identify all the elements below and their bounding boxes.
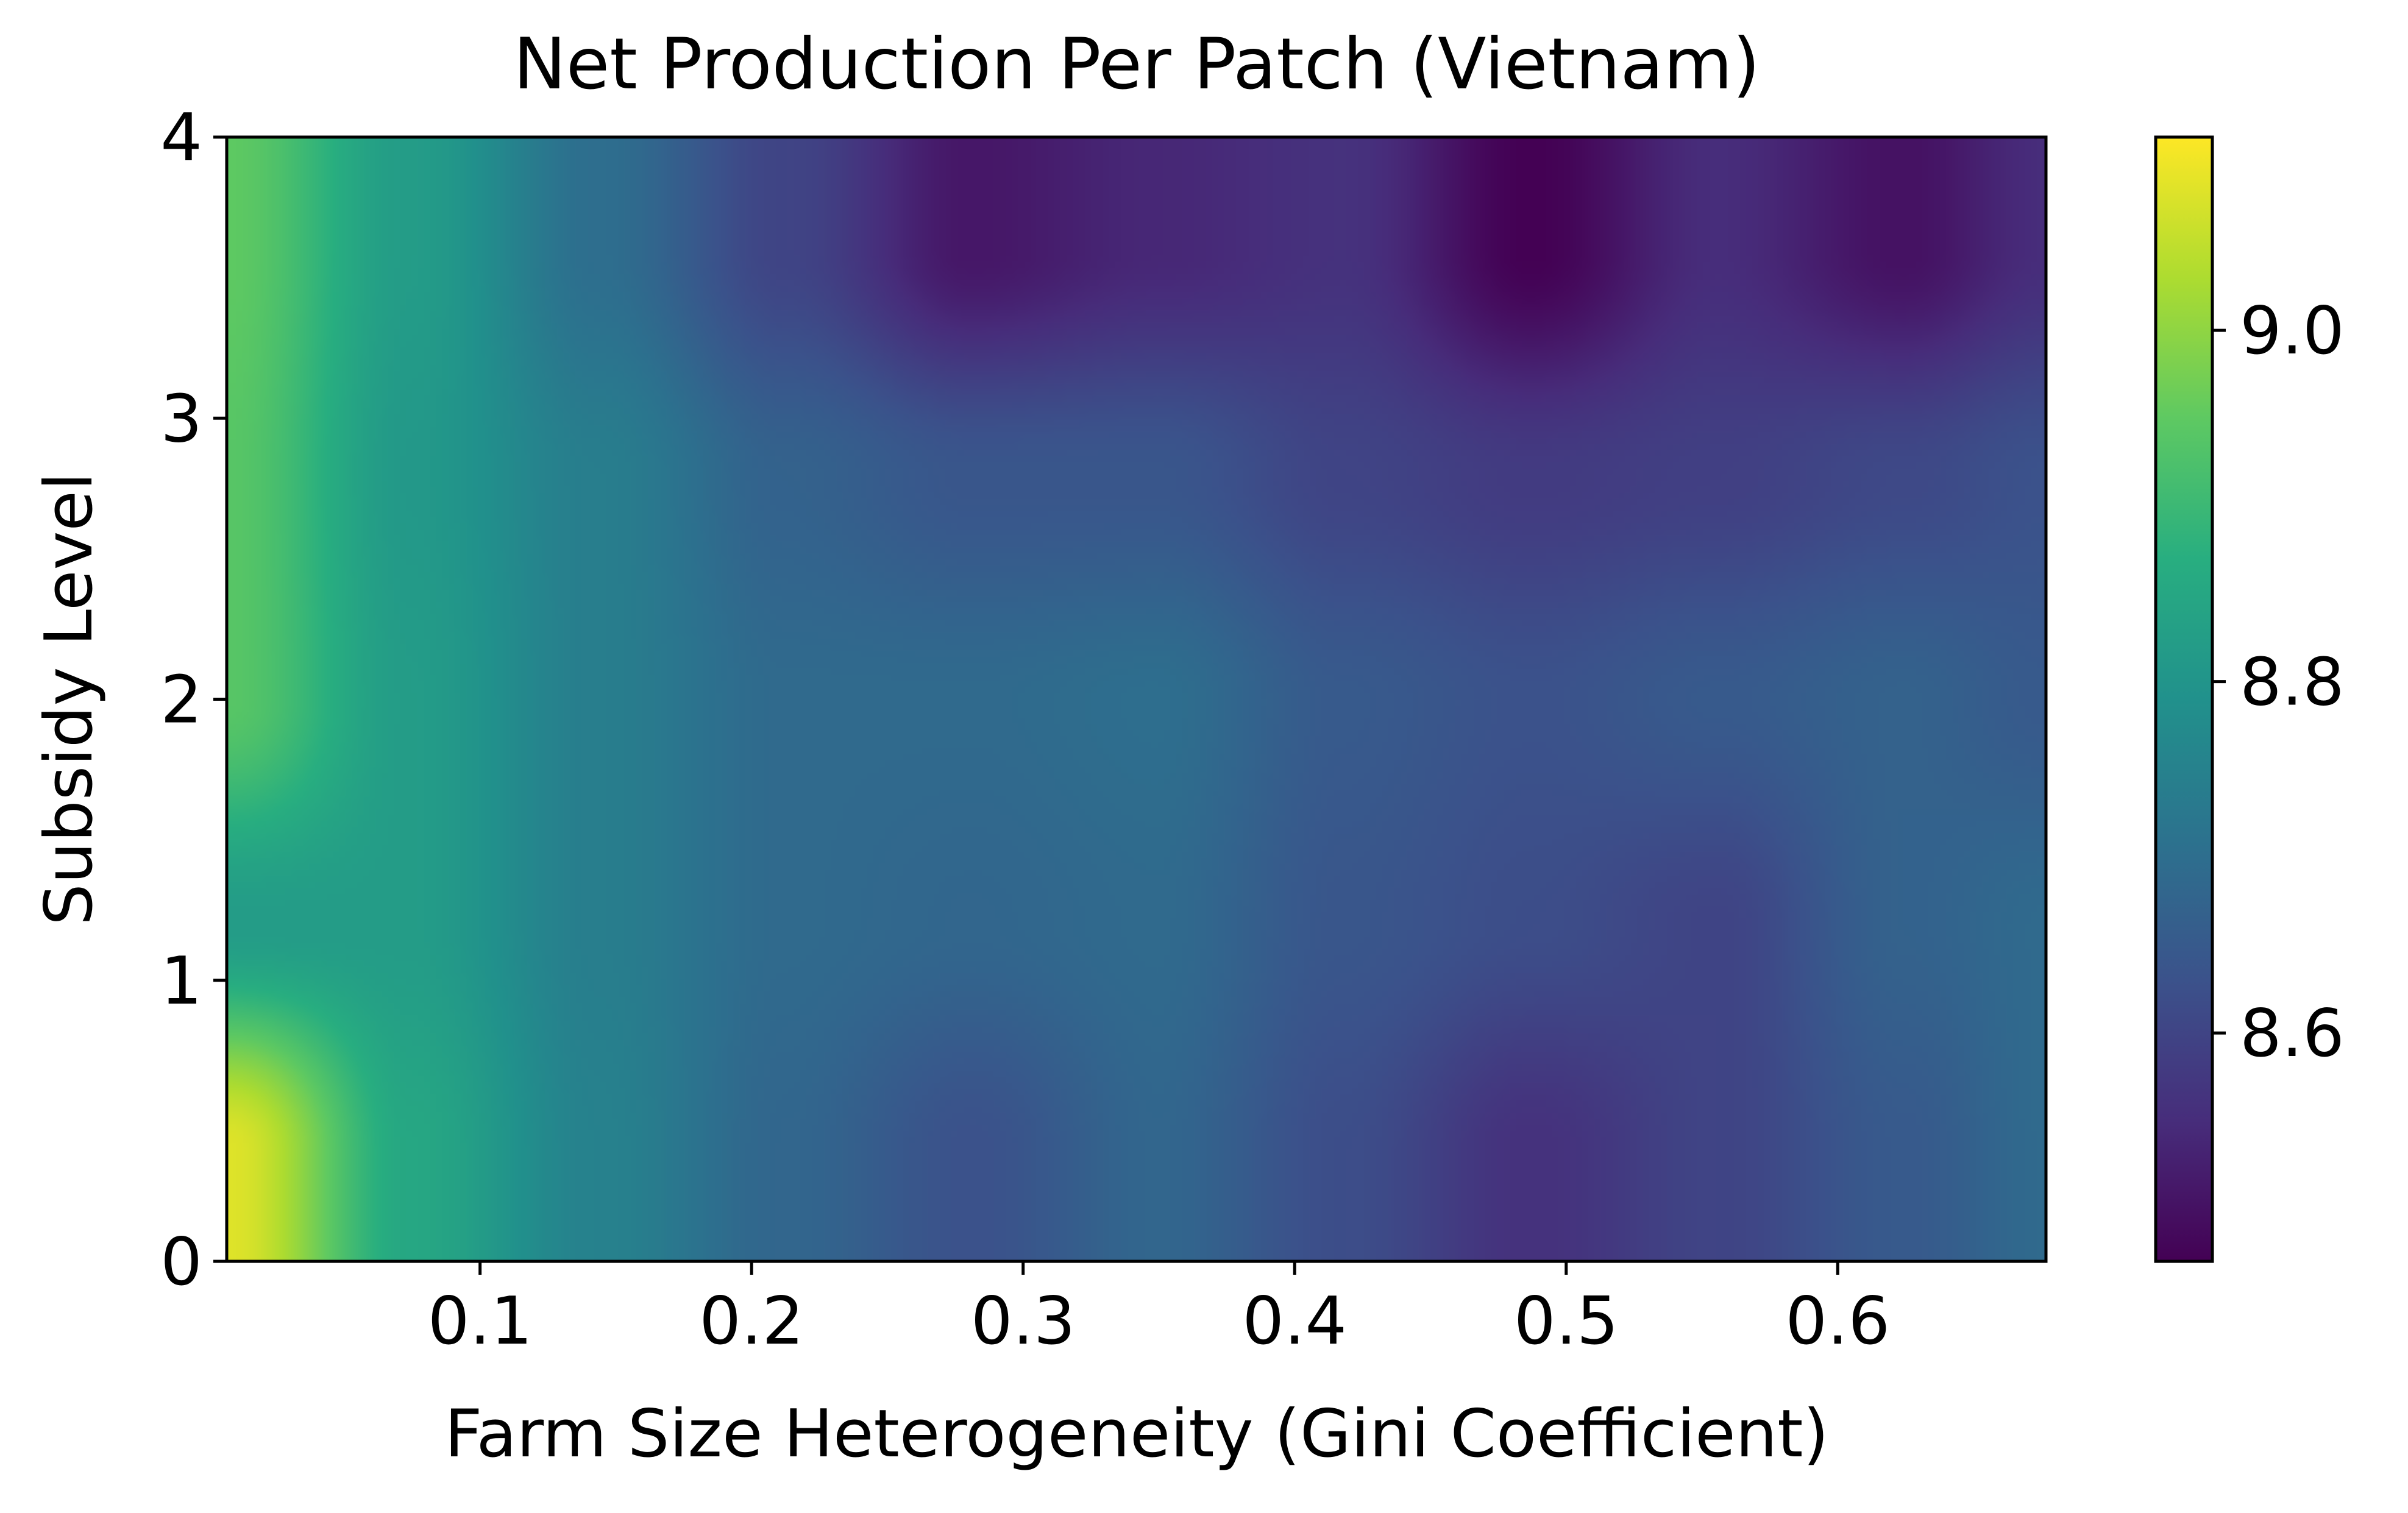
colorbar-gradient [2156,137,2212,1261]
x-tick-label: 0.3 [971,1283,1076,1359]
heatmap-image [227,137,2046,1261]
y-axis-ticks: 0 1 2 3 4 [160,100,227,1300]
x-axis-label: Farm Size Heterogeneity (Gini Coefficien… [444,1396,1828,1472]
x-tick-label: 0.6 [1785,1283,1890,1359]
colorbar-frame [2154,135,2214,1263]
y-tick-label: 3 [160,381,202,457]
chart-title: Net Production Per Patch (Vietnam) [513,23,1760,105]
colorbar-ticks: 8.6 8.8 9.0 [2212,293,2345,1072]
x-tick-label: 0.4 [1242,1283,1347,1359]
y-axis-label: Subsidy Level [31,472,107,926]
y-tick-label: 0 [160,1224,202,1300]
x-tick-label: 0.5 [1514,1283,1619,1359]
x-axis-ticks: 0.1 0.2 0.3 0.4 0.5 0.6 [428,1261,1890,1359]
colorbar-tick-label: 9.0 [2240,293,2345,369]
y-tick-label: 2 [160,662,202,739]
heatmap-area [227,137,2046,1261]
colorbar: 8.6 8.8 9.0 [2154,135,2345,1263]
x-tick-label: 0.1 [428,1283,533,1359]
y-tick-label: 1 [160,943,202,1019]
colorbar-tick-label: 8.6 [2240,996,2345,1072]
y-tick-label: 4 [160,100,202,176]
colorbar-tick-label: 8.8 [2240,645,2345,721]
x-tick-label: 0.2 [699,1283,804,1359]
